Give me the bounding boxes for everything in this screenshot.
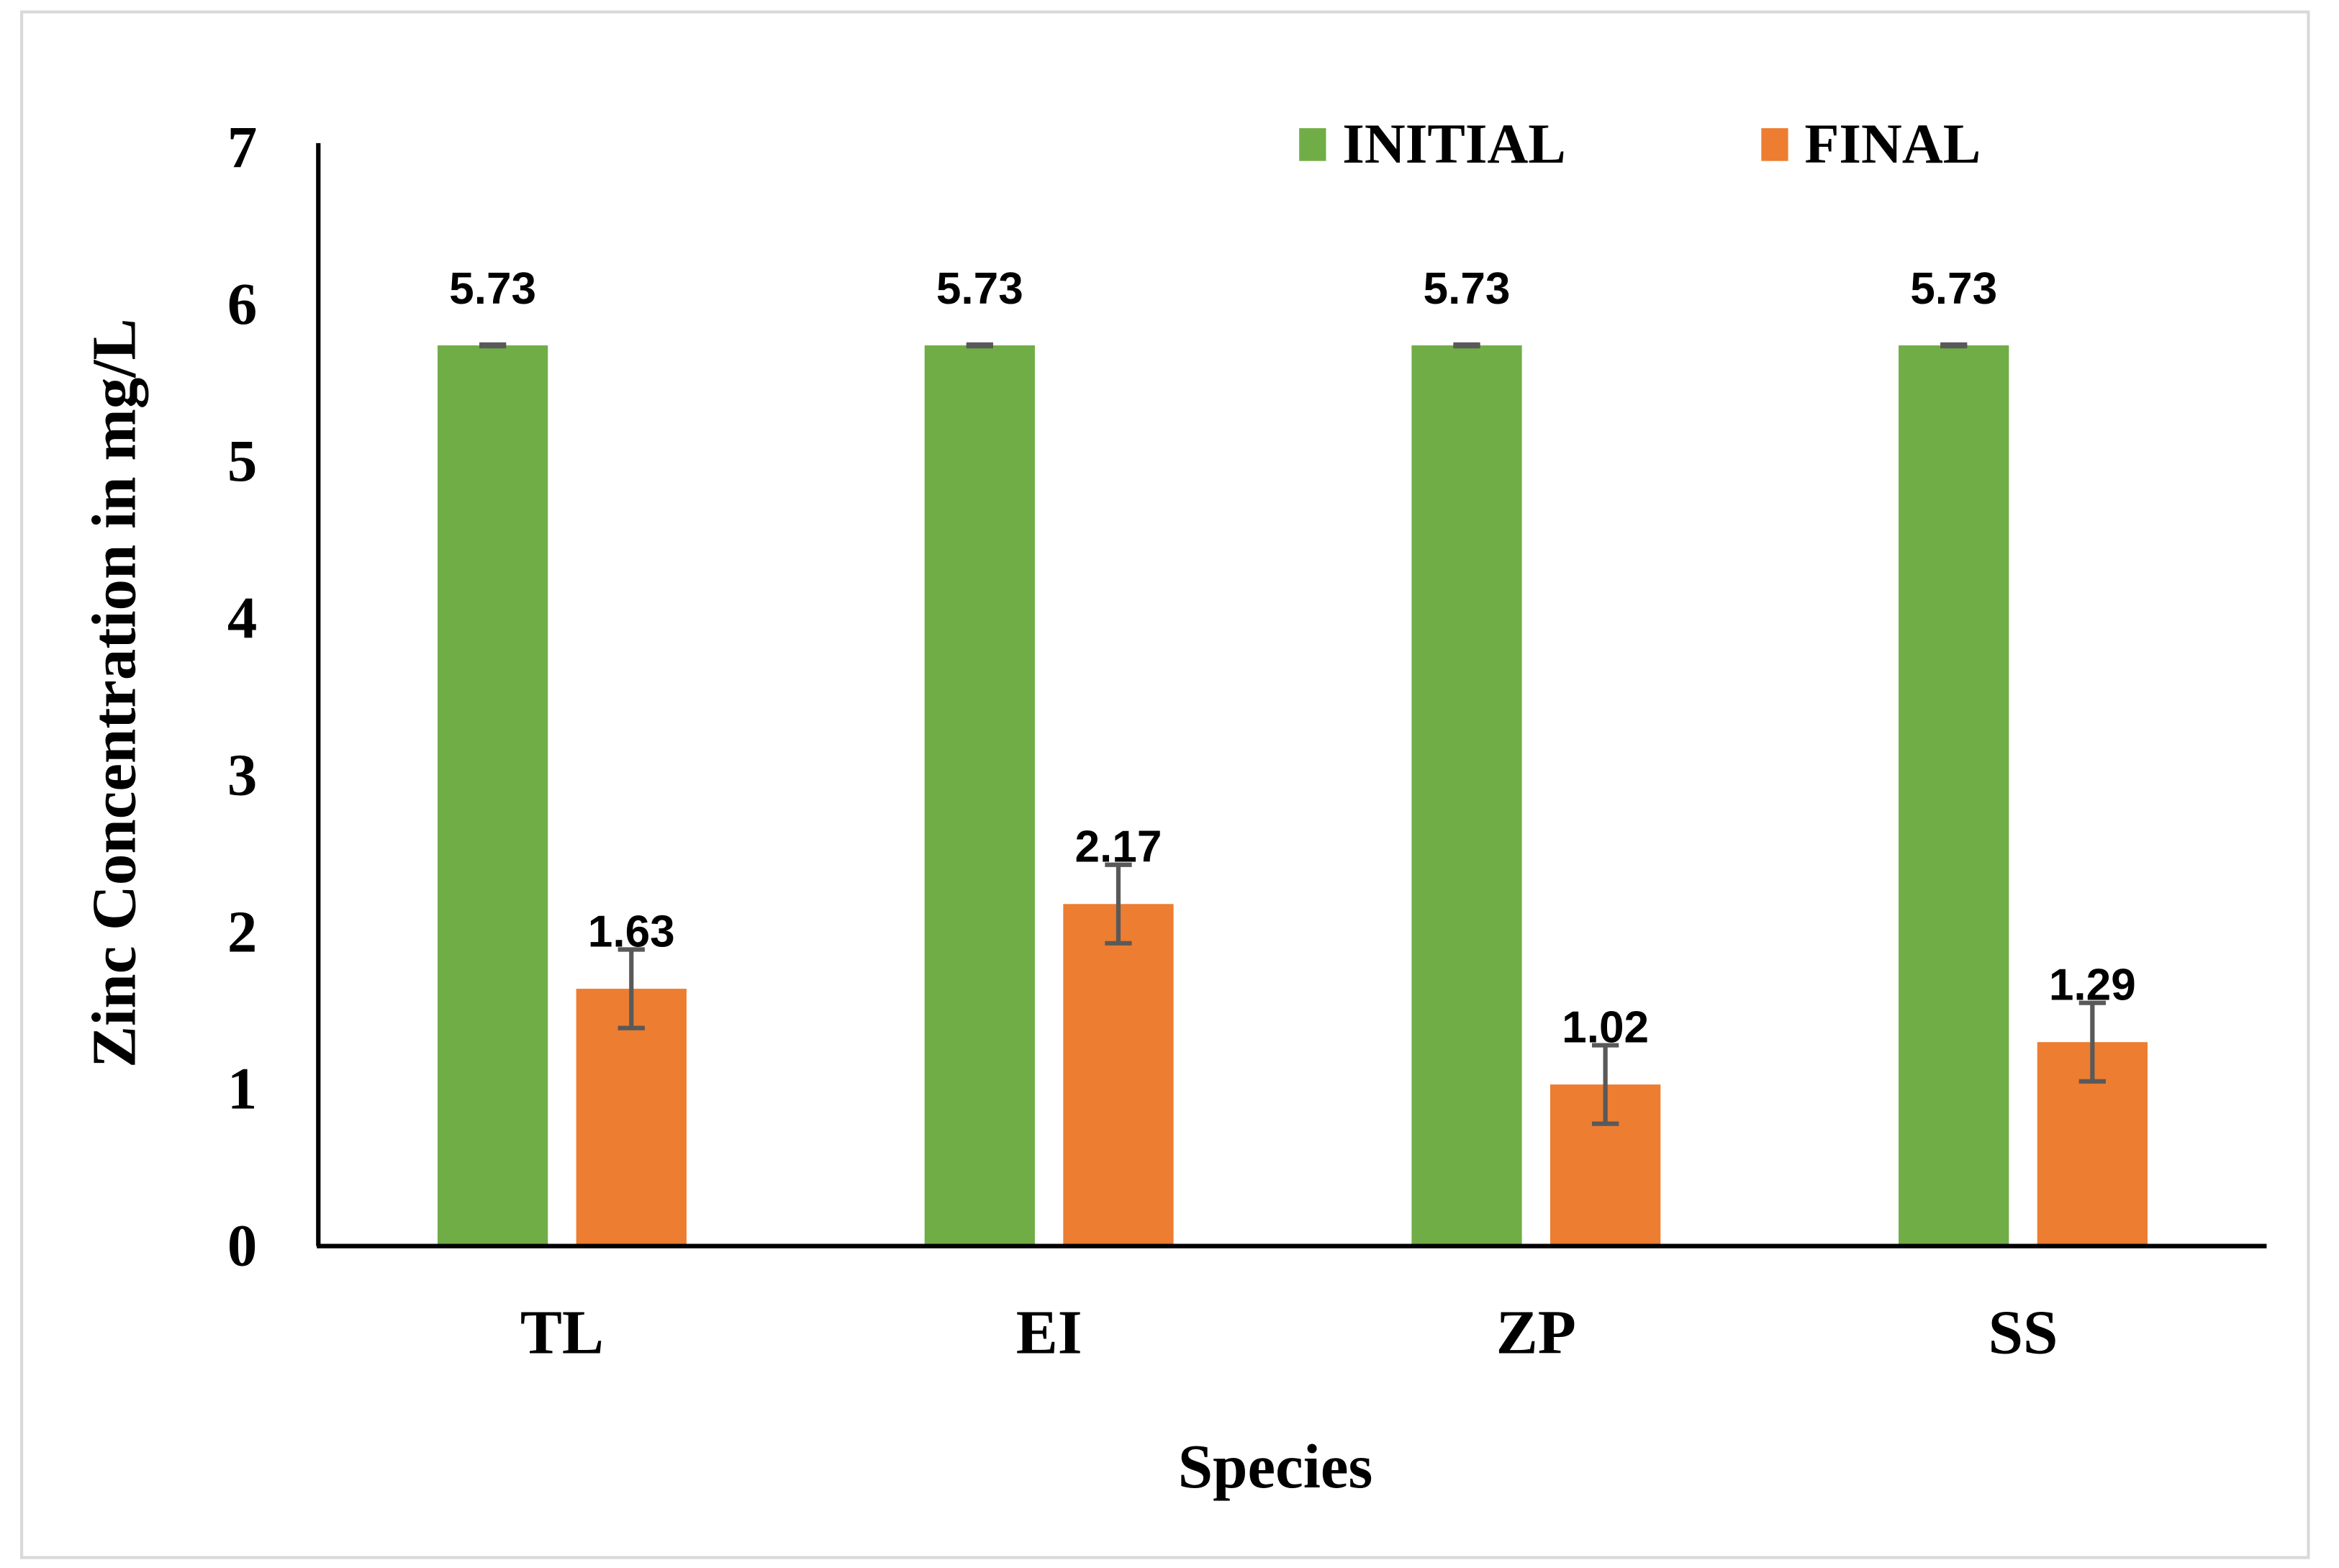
y-tick-label: 0	[227, 1213, 257, 1279]
y-tick-label: 7	[227, 114, 257, 180]
bar-initial-zp	[1411, 345, 1522, 1245]
x-tick-label: TL	[520, 1297, 604, 1367]
data-label: 1.02	[1562, 1002, 1649, 1052]
data-label: 5.73	[1910, 264, 1997, 314]
legend-label-initial: INITIAL	[1342, 113, 1566, 176]
bar-final-ei	[1063, 904, 1174, 1245]
legend: INITIAL FINAL	[1299, 113, 1981, 176]
y-tick-label: 4	[227, 584, 257, 651]
x-axis-title: Species	[1178, 1431, 1373, 1501]
data-label: 2.17	[1075, 822, 1162, 872]
data-label: 1.29	[2049, 961, 2136, 1010]
bar-final-tl	[576, 989, 687, 1245]
y-tick-label: 6	[227, 271, 257, 337]
legend-swatch-final	[1761, 128, 1788, 161]
y-tick-label: 1	[227, 1055, 257, 1121]
data-label: 1.63	[588, 907, 675, 956]
legend-label-final: FINAL	[1804, 113, 1981, 176]
y-tick-label: 3	[227, 741, 257, 807]
y-tick-label: 2	[227, 898, 257, 964]
legend-swatch-initial	[1299, 128, 1326, 161]
y-tick-label: 5	[227, 427, 257, 494]
bar-initial-tl	[437, 345, 548, 1245]
x-tick-label: SS	[1989, 1297, 2058, 1367]
data-label: 5.73	[449, 264, 536, 314]
x-tick-label: EI	[1016, 1297, 1082, 1367]
data-label: 5.73	[936, 264, 1023, 314]
y-axis-title: Zinc Concentration in mg/L	[79, 318, 149, 1067]
bar-initial-ei	[924, 345, 1035, 1245]
data-label: 5.73	[1424, 264, 1511, 314]
bar-initial-ss	[1899, 345, 2009, 1245]
x-tick-label: ZP	[1496, 1297, 1576, 1367]
